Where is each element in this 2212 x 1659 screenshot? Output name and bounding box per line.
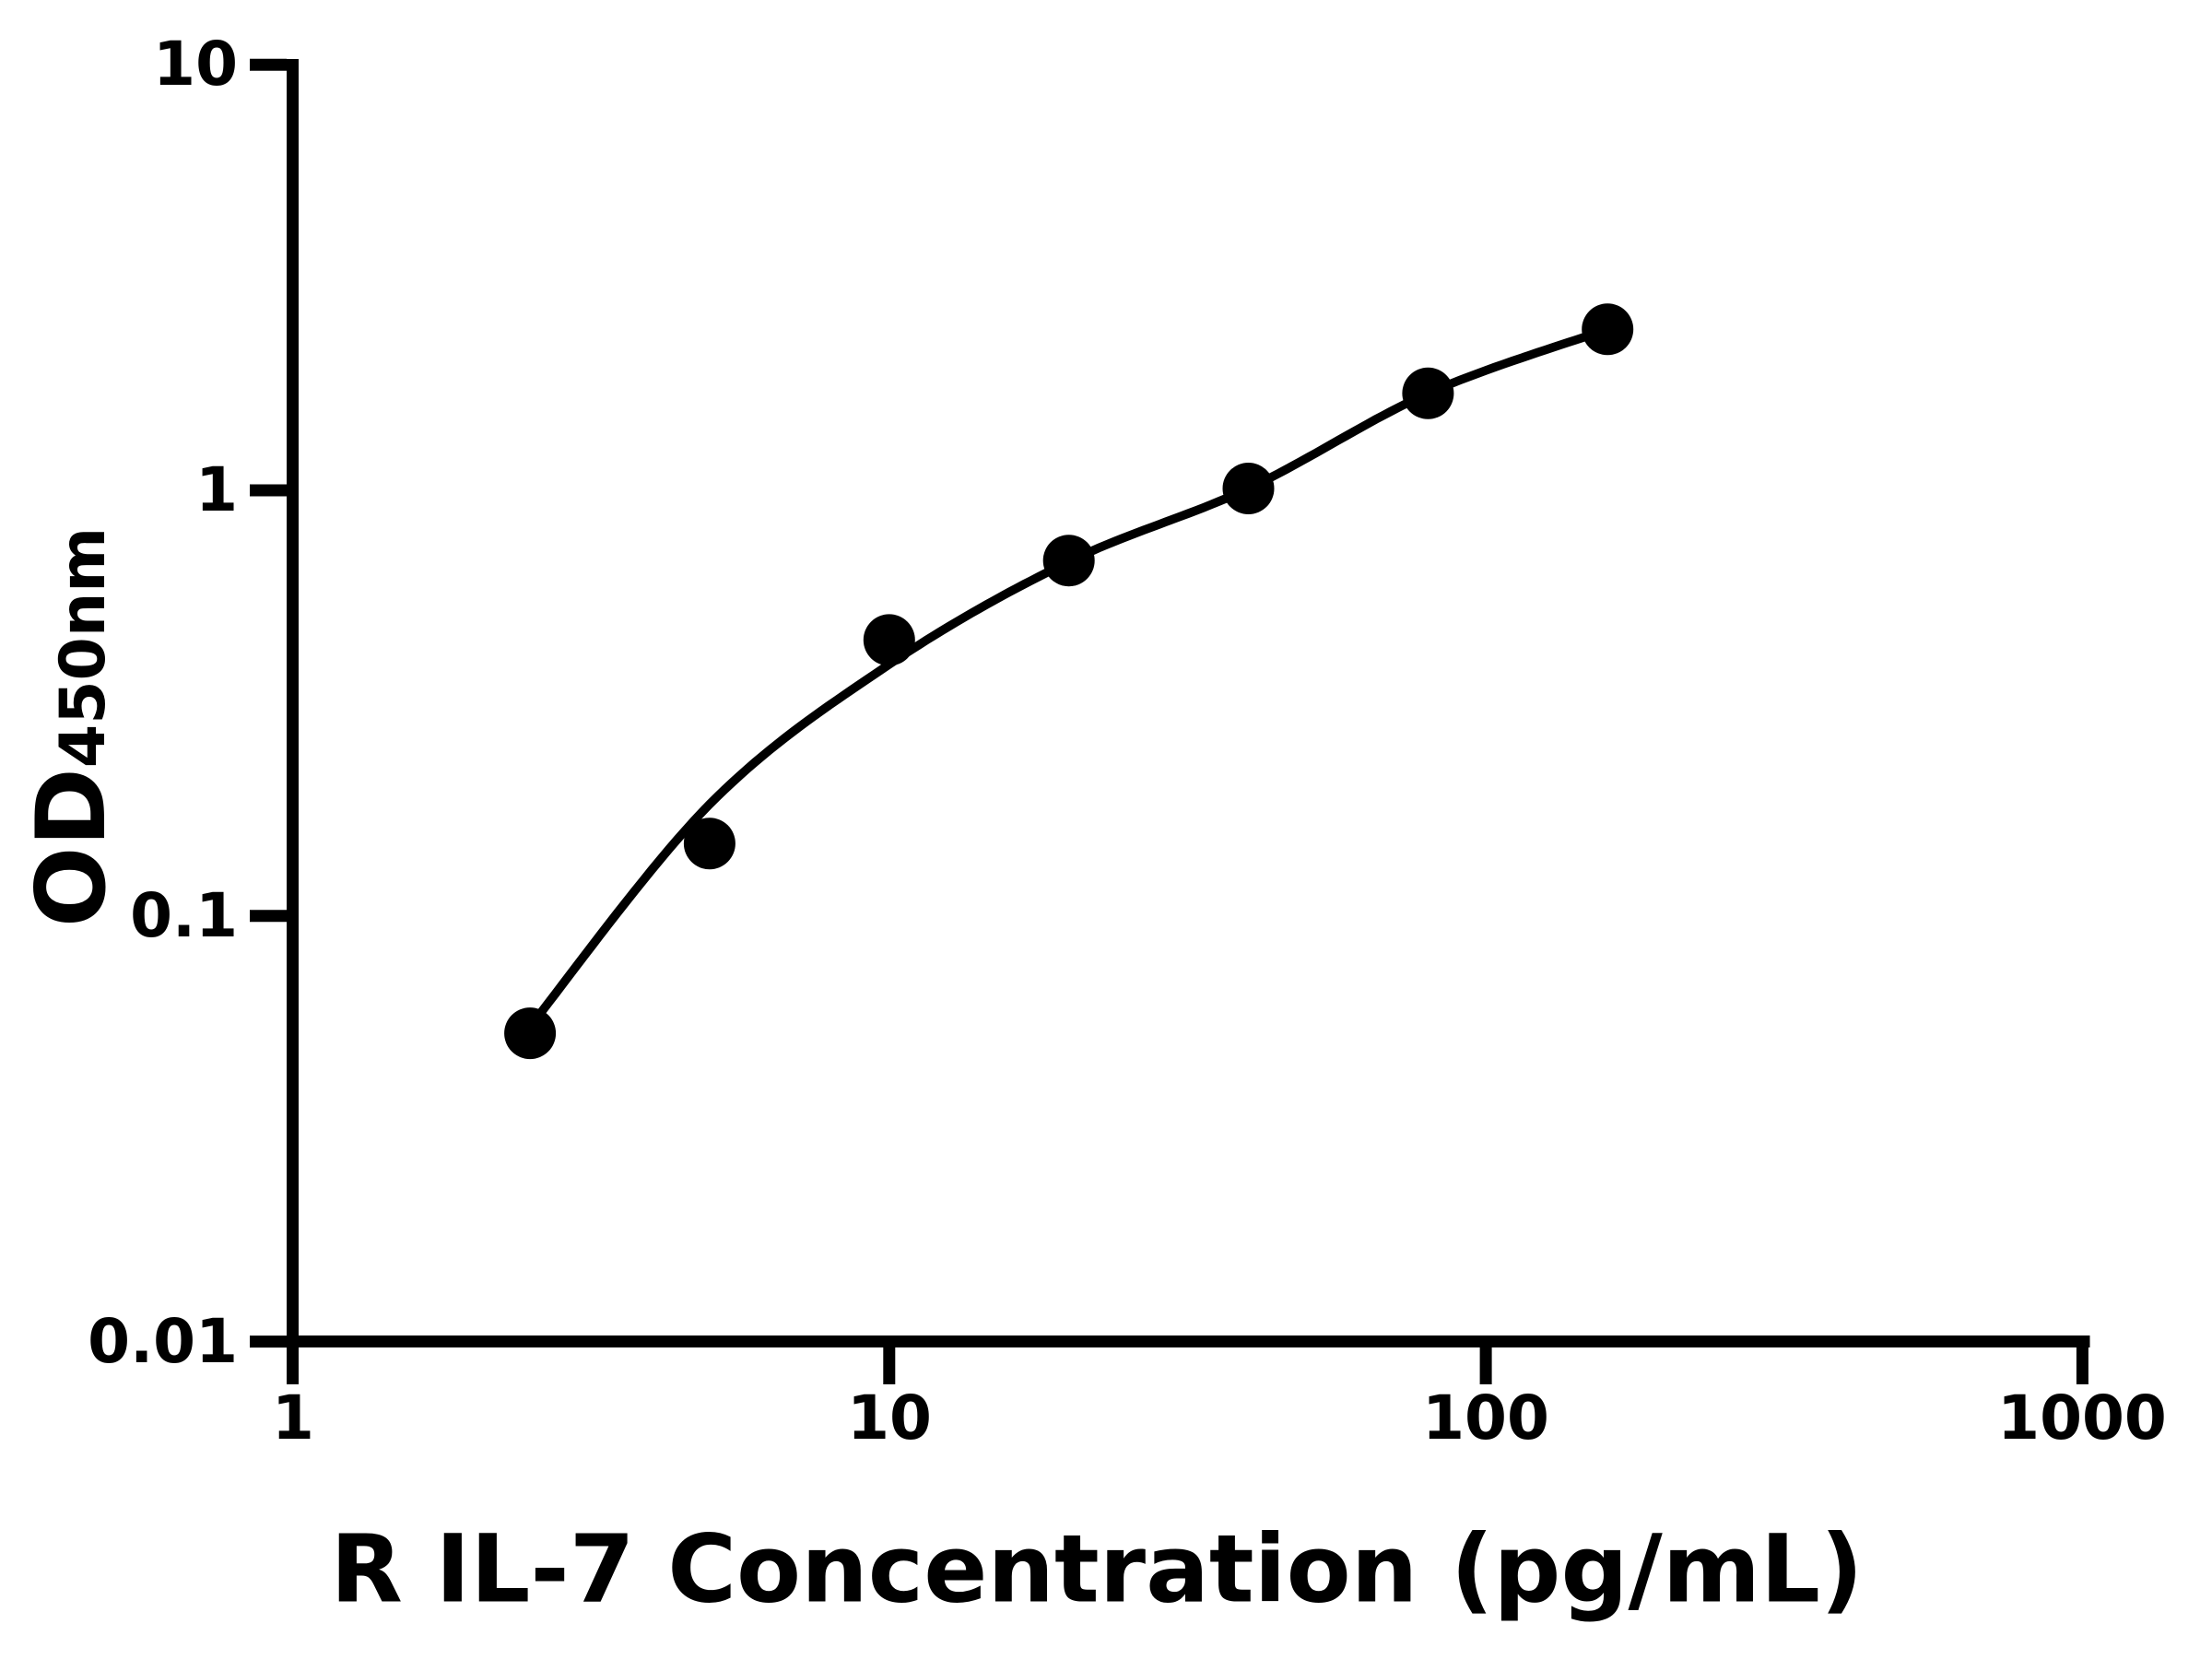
fit-curve [525, 324, 1612, 1031]
x-tick-label-10: 10 [847, 1382, 932, 1453]
y-tick-label-10: 10 [153, 29, 238, 100]
x-tick-label-100: 100 [1422, 1382, 1549, 1453]
y-axis-title: OD450nm [17, 527, 127, 927]
y-tick-label-0.1: 0.1 [130, 880, 238, 951]
x-axis-title: R IL-7 Concentration (pg/mL) [330, 1514, 1864, 1625]
data-point [1042, 535, 1095, 587]
x-tick-label-1000: 1000 [1997, 1382, 2167, 1453]
y-tick-label-0.01: 0.01 [88, 1306, 238, 1377]
data-point [683, 818, 735, 870]
data-point [1222, 463, 1275, 514]
data-point [863, 614, 915, 666]
y-axis-title-subscript: 450nm [47, 526, 120, 769]
data-point [1402, 367, 1454, 419]
data-point [1582, 303, 1634, 356]
data-point [504, 1007, 557, 1060]
x-tick-label-1: 1 [272, 1382, 314, 1453]
y-tick-label-1: 1 [195, 454, 238, 525]
y-axis-title-main: OD [17, 768, 127, 928]
